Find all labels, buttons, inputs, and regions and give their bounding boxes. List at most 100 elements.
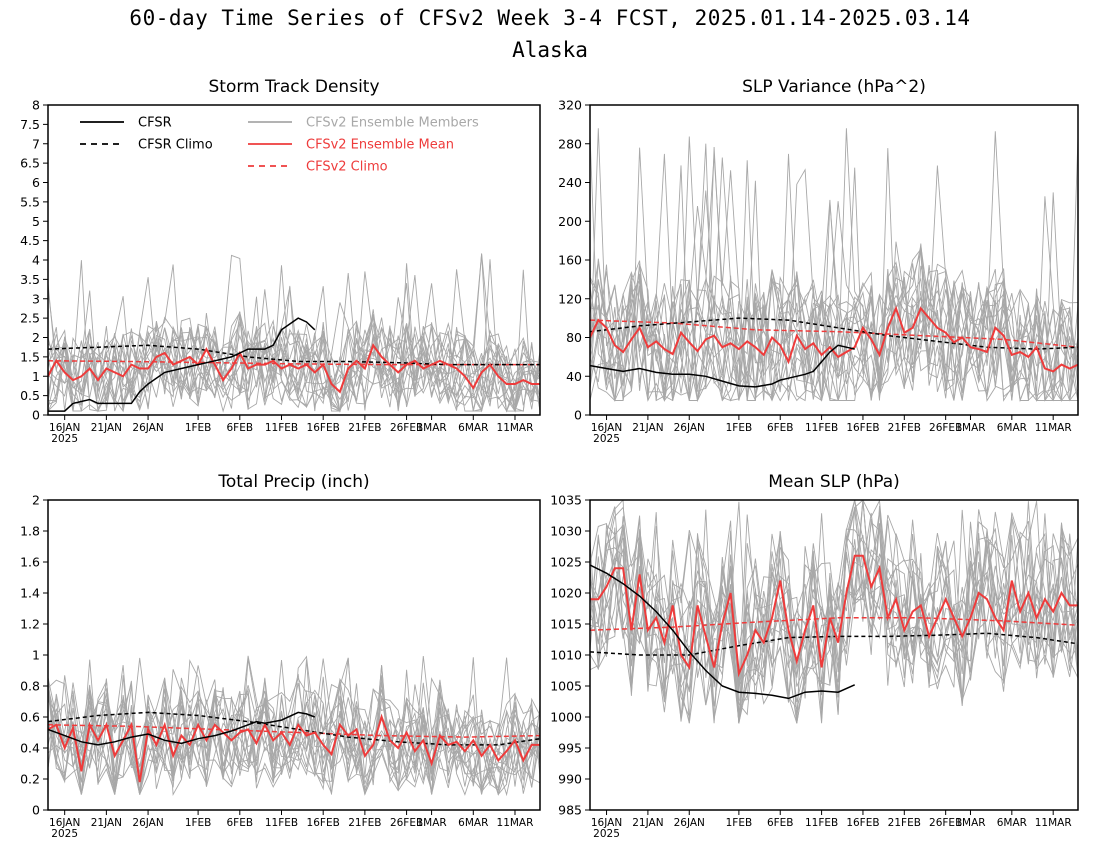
y-tick-label: 0: [32, 408, 40, 423]
x-tick-label: 26FEB: [929, 817, 962, 829]
legend-label: CFSR: [138, 116, 172, 131]
plot-area: [590, 128, 1078, 403]
cfsr-line: [590, 344, 855, 388]
x-tick-label: 16JAN: [49, 422, 80, 434]
y-tick-label: 1: [32, 648, 40, 663]
y-tick-label: 1.6: [20, 555, 40, 570]
y-tick-label: 4.5: [20, 233, 40, 248]
legend-label: CFSv2 Ensemble Mean: [306, 138, 454, 153]
ensemble-member-line: [590, 500, 1078, 724]
ensemble-member-line: [590, 192, 1078, 401]
x-tick-label: 11FEB: [805, 817, 838, 829]
x-tick-label: 6FEB: [227, 422, 254, 434]
y-tick-label: 3.5: [20, 272, 40, 287]
y-tick-label: 5: [32, 214, 40, 229]
x-year-label: 2025: [593, 433, 620, 445]
y-tick-label: 1035: [550, 493, 582, 508]
x-tick-label: 26JAN: [674, 422, 705, 434]
x-tick-label: 26FEB: [390, 817, 423, 829]
ensemble-member-line: [48, 679, 540, 797]
ensemble-member-line: [590, 131, 1078, 402]
ensemble-member-line: [48, 254, 540, 413]
x-tick-label: 1FEB: [185, 817, 212, 829]
x-tick-label: 21FEB: [888, 817, 921, 829]
y-tick-label: 0: [32, 803, 40, 818]
cfsr-line: [48, 317, 316, 412]
x-tick-label: 11FEB: [265, 422, 298, 434]
y-tick-label: 0.6: [20, 710, 40, 725]
y-tick-label: 6: [32, 175, 40, 190]
x-tick-label: 1MAR: [955, 817, 985, 829]
plot-area: [48, 253, 540, 413]
y-tick-label: 1.5: [20, 349, 40, 364]
ensemble-member-line: [48, 665, 540, 786]
y-tick-label: 0: [574, 408, 582, 423]
x-tick-label: 6FEB: [767, 817, 794, 829]
y-tick-label: 7: [32, 136, 40, 151]
y-tick-label: 1030: [550, 524, 582, 539]
chart-title: Storm Track Density: [208, 77, 379, 97]
x-tick-label: 26FEB: [929, 422, 962, 434]
y-tick-label: 8: [32, 98, 40, 113]
x-tick-label: 1MAR: [416, 817, 446, 829]
y-tick-label: 160: [558, 253, 582, 268]
cfsv2-ensemble-mean-line: [590, 554, 1078, 678]
y-tick-label: 40: [566, 369, 582, 384]
x-tick-label: 26JAN: [674, 817, 705, 829]
y-tick-label: 120: [558, 291, 582, 306]
ensemble-member-line: [48, 289, 540, 413]
ensemble-member-line: [590, 147, 1078, 401]
plot-area: [590, 500, 1078, 724]
y-tick-label: 1.4: [20, 586, 40, 601]
x-tick-label: 21FEB: [348, 817, 381, 829]
x-tick-label: 21JAN: [91, 817, 122, 829]
x-tick-label: 1FEB: [726, 817, 753, 829]
plot-area: [48, 655, 540, 797]
ensemble-member-line: [48, 253, 540, 413]
ensemble-member-line: [48, 683, 540, 795]
y-tick-label: 0.5: [20, 388, 40, 403]
x-year-label: 2025: [51, 828, 78, 840]
y-tick-label: 1010: [550, 648, 582, 663]
x-tick-label: 26FEB: [390, 422, 423, 434]
legend: CFSR CFSR Climo CFSv2 Ensemble Members CFSv…: [80, 116, 479, 175]
cfsr-climo-line: [590, 317, 1078, 350]
cfsr-line: [590, 564, 856, 700]
ensemble-member-line: [590, 153, 1078, 401]
x-tick-label: 16JAN: [591, 422, 622, 434]
cfsr-line: [48, 711, 316, 746]
x-tick-label: 16FEB: [307, 422, 340, 434]
y-tick-label: 0.4: [20, 741, 40, 756]
y-tick-label: 1015: [550, 617, 582, 632]
page-title: 60-day Time Series of CFSv2 Week 3-4 FCS…: [129, 6, 971, 30]
x-tick-label: 6FEB: [227, 817, 254, 829]
x-tick-label: 21JAN: [91, 422, 122, 434]
legend-label: CFSv2 Ensemble Members: [306, 116, 479, 131]
x-tick-label: 21JAN: [632, 817, 663, 829]
y-tick-label: 2: [32, 493, 40, 508]
chart-panel: SLP Variance (hPa^2) 0 40 80 120 160 200 240 280…: [558, 77, 1079, 445]
y-tick-label: 1.2: [20, 617, 40, 632]
ensemble-member-line: [590, 146, 1078, 402]
x-tick-label: 11MAR: [497, 422, 534, 434]
y-tick-label: 1: [32, 369, 40, 384]
x-tick-label: 1MAR: [955, 422, 985, 434]
cfsv2-climo-line: [590, 319, 1078, 348]
y-tick-label: 6.5: [20, 156, 40, 171]
ensemble-member-line: [48, 277, 540, 412]
x-tick-label: 11FEB: [265, 817, 298, 829]
plot-frame: [589, 499, 1079, 811]
ensemble-member-line: [590, 501, 1078, 716]
ensemble-member-line: [48, 271, 540, 412]
y-tick-label: 985: [558, 803, 582, 818]
y-tick-label: 1025: [550, 555, 582, 570]
x-tick-label: 6FEB: [767, 422, 794, 434]
ensemble-member-line: [590, 501, 1078, 710]
x-tick-label: 6MAR: [458, 422, 488, 434]
x-tick-label: 11MAR: [497, 817, 534, 829]
page-subtitle: Alaska: [512, 38, 588, 62]
cfsv2-ensemble-mean-line: [48, 713, 540, 783]
x-tick-label: 16JAN: [49, 817, 80, 829]
x-tick-label: 6MAR: [458, 817, 488, 829]
x-year-label: 2025: [593, 828, 620, 840]
